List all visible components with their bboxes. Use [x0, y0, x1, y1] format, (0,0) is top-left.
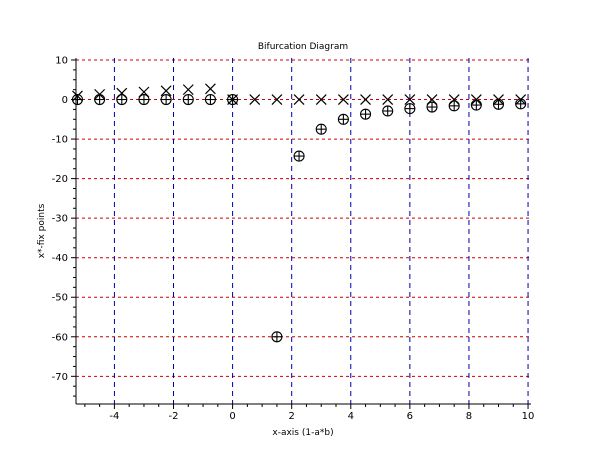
data-point-x-marker [293, 94, 305, 105]
x-marker-stroke [360, 94, 371, 105]
y-axis-label: x*-fix points [37, 203, 47, 258]
x-tick-label: 2 [288, 411, 294, 422]
x-tick-label: 10 [522, 411, 535, 422]
data-point-circle-plus-marker [470, 99, 482, 111]
x-marker-stroke [337, 94, 349, 105]
x-marker-stroke [249, 94, 261, 105]
x-marker-stroke [182, 84, 194, 96]
plot-area [76, 58, 531, 404]
data-point-x-marker [205, 83, 216, 95]
data-point-circle-plus-marker [448, 100, 460, 112]
data-point-x-marker [382, 94, 394, 105]
data-point-circle-plus-marker [94, 93, 106, 106]
data-point-x-marker [160, 85, 172, 97]
x-tick-label: -4 [109, 411, 119, 422]
x-tick-label: 0 [229, 411, 235, 422]
data-point-circle-plus-marker [182, 93, 194, 106]
y-tick-label: -50 [52, 293, 68, 304]
data-point-circle-plus-marker [116, 93, 128, 106]
y-tick-label: -40 [52, 253, 68, 264]
data-point-circle-plus-marker [382, 105, 394, 117]
x-tick-label: -2 [169, 411, 179, 422]
data-point-circle-plus-marker [515, 98, 527, 110]
data-point-x-marker [404, 94, 416, 105]
y-tick-label: 10 [55, 55, 68, 66]
x-marker-stroke [205, 83, 216, 95]
x-marker-stroke [271, 94, 283, 105]
data-point-circle-plus-marker [160, 93, 172, 106]
data-point-x-marker [182, 84, 194, 96]
x-marker-stroke [382, 94, 394, 105]
data-point-circle-plus-marker [359, 108, 372, 120]
data-point-x-marker [249, 94, 261, 105]
data-point-circle-plus-marker [138, 93, 150, 106]
data-point-circle-plus-marker [204, 93, 216, 106]
x-axis-label: x-axis (1-a*b) [272, 428, 333, 438]
x-tick-label: 6 [407, 411, 413, 422]
grid-layer [76, 58, 531, 404]
y-tick-label: -70 [52, 372, 68, 383]
data-point-x-marker [271, 94, 283, 105]
y-tick-label: -10 [52, 135, 68, 146]
y-tick-label: -20 [52, 174, 68, 185]
y-tick-label: -60 [52, 332, 68, 343]
data-point-circle-plus-marker [293, 150, 305, 162]
data-point-x-marker [337, 94, 349, 105]
data-point-circle-plus-marker [271, 331, 283, 343]
chart-title: Bifurcation Diagram [258, 42, 348, 52]
data-point-circle-plus-marker [71, 93, 84, 106]
x-marker-stroke [315, 94, 327, 105]
data-point-circle-plus-marker [404, 103, 416, 115]
y-tick-label: -30 [52, 214, 68, 225]
data-point-circle-plus-marker [337, 113, 349, 125]
y-tick-label: 0 [62, 95, 68, 106]
data-point-circle-plus-marker [227, 93, 239, 106]
data-point-circle-plus-marker [315, 123, 327, 135]
x-marker-stroke [293, 94, 305, 105]
data-point-circle-plus-marker [426, 101, 438, 113]
x-tick-label: 4 [348, 411, 354, 422]
points-layer [71, 83, 527, 343]
x-marker-stroke [160, 85, 172, 97]
data-point-circle-plus-marker [492, 98, 505, 110]
data-point-x-marker [360, 94, 371, 105]
data-point-x-marker [315, 94, 327, 105]
x-tick-label: 8 [466, 411, 472, 422]
x-marker-stroke [404, 94, 416, 105]
